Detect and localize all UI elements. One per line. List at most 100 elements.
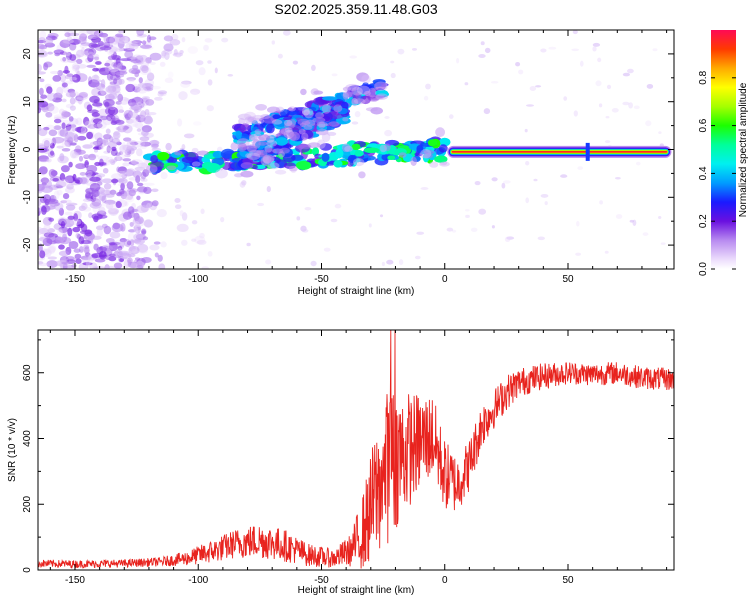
- spectrogram-halo-cell: [358, 171, 366, 179]
- spectrogram-noise-cell: [126, 240, 132, 246]
- spectrogram-halo-cell: [240, 170, 254, 178]
- spectrogram-noise-cell: [180, 81, 191, 88]
- spectrogram-noise-cell: [136, 195, 141, 201]
- spectrogram-track-cell: [321, 152, 330, 162]
- spectrogram-noise-cell: [67, 32, 80, 37]
- spectrogram-noise-cell: [92, 79, 103, 83]
- spectrogram-noise-cell: [164, 77, 174, 84]
- spectrogram-noise-cell: [191, 147, 199, 153]
- spectrogram-noise-cell: [98, 187, 107, 197]
- spectrogram-noise-cell: [128, 119, 139, 128]
- spectrogram-noise-cell: [74, 97, 85, 103]
- snr-ytick-label: 600: [22, 364, 33, 381]
- spectrogram-noise-cell: [349, 55, 358, 59]
- spectrogram-halo-cell: [283, 119, 293, 127]
- colorbar: 0.0 0.2 0.4 0.6 0.8 Normalized spectral ampl…: [698, 30, 749, 276]
- spectrogram-noise-cell: [82, 144, 93, 149]
- spectrogram-noise-cell: [72, 226, 81, 233]
- spectrogram-noise-cell: [525, 197, 530, 204]
- spectrogram-ytick-label: 0: [22, 146, 33, 152]
- spectrogram-noise-cell: [130, 59, 141, 64]
- spectrogram-track-cell: [333, 159, 343, 168]
- spectrogram-halo-cell: [420, 148, 432, 159]
- spectrogram-halo-cell: [353, 158, 365, 167]
- spectrogram-noise-cell: [47, 244, 57, 253]
- spectrogram-xtick-label: 50: [562, 274, 574, 285]
- spectrogram-noise-cell: [207, 250, 213, 257]
- spectrogram-halo-cell: [301, 132, 309, 141]
- spectrogram-noise-cell: [190, 91, 198, 96]
- spectrogram-noise-cell: [114, 156, 123, 162]
- spectrogram-noise-cell: [390, 72, 396, 79]
- spectrogram-xtick-label: -50: [314, 274, 329, 285]
- spectrogram-noise-cell: [137, 162, 148, 169]
- spectrogram-noise-cell: [104, 199, 116, 205]
- spectrogram-noise-cell: [227, 73, 234, 77]
- spectrogram-noise-cell: [658, 215, 662, 220]
- spectrogram-noise-cell: [131, 69, 141, 75]
- spectrogram-noise-cell: [58, 226, 69, 233]
- spectrogram-halo-cell: [151, 143, 159, 148]
- spectrogram-noise-cell: [381, 261, 385, 267]
- spectrogram-noise-cell: [80, 47, 86, 56]
- spectrogram-noise-cell: [79, 44, 88, 49]
- spectrogram-track-cell: [308, 106, 317, 112]
- spectrogram-noise-cell: [524, 128, 528, 133]
- spectrogram-noise-cell: [93, 148, 99, 153]
- spectrogram-halo-cell: [351, 97, 359, 107]
- spectrogram-noise-cell: [92, 146, 102, 150]
- spectrogram-halo-cell: [344, 145, 353, 152]
- spectrogram-noise-cell: [49, 70, 60, 75]
- spectrogram-track-cell: [274, 119, 288, 127]
- spectrogram-noise-cell: [142, 236, 149, 241]
- spectrogram-noise-cell: [420, 187, 429, 190]
- spectrogram-noise-cell: [104, 62, 111, 67]
- spectrogram-track-cell: [295, 160, 312, 170]
- spectrogram-noise-cell: [599, 200, 603, 205]
- spectrogram-track-cell: [181, 156, 197, 164]
- spectrogram-noise-cell: [58, 207, 65, 216]
- spectrogram-ytick-label: 20: [22, 48, 33, 60]
- spectrogram-noise-cell: [107, 49, 113, 56]
- spectrogram-noise-cell: [74, 179, 81, 184]
- spectrogram-noise-cell: [174, 198, 181, 203]
- spectrogram-noise-cell: [465, 214, 470, 218]
- spectrogram-noise-cell: [563, 96, 568, 101]
- spectrogram-halo-cell: [353, 98, 366, 105]
- spectrogram-noise-cell: [108, 49, 115, 55]
- spectrogram-noise-cell: [560, 174, 568, 178]
- spectrogram-noise-cell: [126, 181, 134, 190]
- spectrogram-halo-cell: [278, 151, 285, 158]
- spectrogram-noise-cell: [47, 228, 55, 233]
- spectrogram-halo-cell: [300, 88, 307, 96]
- spectrogram-noise-cell: [118, 78, 125, 85]
- spectrogram-noise-cell: [108, 136, 114, 143]
- spectrogram-noise-cell: [137, 186, 148, 193]
- spectrogram-noise-cell: [140, 110, 147, 118]
- spectrogram-noise-cell: [41, 137, 54, 147]
- spectrogram-noise-cell: [111, 173, 122, 181]
- spectrogram-noise-cell: [101, 178, 113, 184]
- spectrogram-noise-cell: [120, 182, 125, 191]
- spectrogram-noise-cell: [49, 150, 55, 156]
- spectrogram-noise-cell: [69, 38, 81, 45]
- spectrogram-noise-cell: [86, 104, 93, 112]
- spectrogram-noise-cell: [595, 80, 602, 87]
- spectrogram-noise-cell: [119, 258, 125, 262]
- spectrogram-noise-cell: [102, 137, 109, 146]
- spectrogram-noise-cell: [120, 149, 128, 159]
- spectrogram-noise-cell: [175, 51, 182, 58]
- spectrogram-noise-cell: [157, 91, 164, 97]
- spectrogram-track-cell: [319, 143, 332, 151]
- spectrogram-track-cell: [427, 139, 438, 147]
- spectrogram-track-cell: [157, 151, 170, 161]
- spectrogram-noise-cell: [141, 96, 150, 100]
- spectrogram-track-cell: [381, 154, 389, 161]
- spectrogram-noise-cell: [81, 202, 88, 210]
- spectrogram-noise-cell: [38, 227, 49, 235]
- spectrogram-noise-cell: [300, 225, 307, 232]
- spectrogram-noise-cell: [38, 106, 42, 114]
- spectrogram-noise-cell: [54, 52, 61, 57]
- spectrogram-noise-cell: [181, 239, 188, 246]
